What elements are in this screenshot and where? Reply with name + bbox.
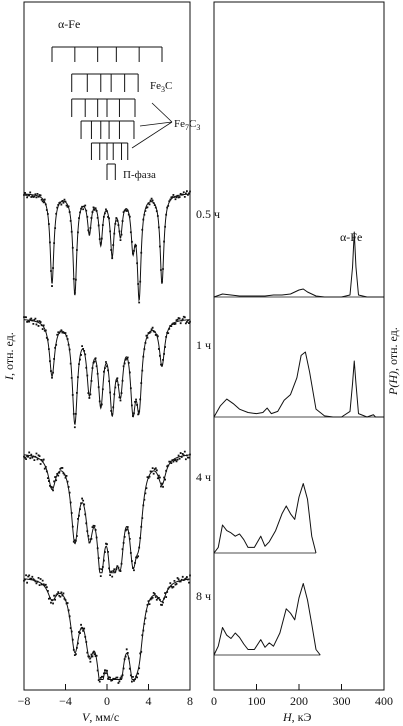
distribution-1-curve xyxy=(213,231,384,298)
phase-stick-diagram xyxy=(51,46,163,180)
distribution-4 xyxy=(213,583,321,656)
spectrum-1-fit xyxy=(23,193,191,302)
fe7c3-phase-label: Fe7C3 xyxy=(174,118,200,132)
spectrum-1 xyxy=(23,190,191,304)
spectrum-2-points xyxy=(23,315,191,429)
distribution-3-curve xyxy=(213,483,317,554)
fe3c-phase-label: Fe3C xyxy=(150,80,172,94)
spectrum-1-points xyxy=(23,190,191,304)
distribution-3 xyxy=(213,483,317,554)
velocity-tick-label-2: −4 xyxy=(59,694,72,708)
time-labels: 0.5 ч 1 ч 4 ч 8 ч xyxy=(196,207,220,603)
time-label-4: 8 ч xyxy=(196,589,211,603)
p-phase-label: П-фаза xyxy=(123,169,156,181)
velocity-tick-label-4: 4 xyxy=(146,694,152,708)
spectrum-3-points xyxy=(23,450,191,578)
spectrum-3 xyxy=(23,450,191,578)
mossbauer-spectra xyxy=(23,190,191,684)
time-label-3: 4 ч xyxy=(196,470,211,484)
spectrum-3-fit xyxy=(23,454,191,574)
distribution-axis-title: P(H), отн. ед. xyxy=(386,327,400,396)
velocity-tick-label-3: 0 xyxy=(104,694,110,708)
field-tick-label-3: 200 xyxy=(290,694,308,708)
spectrum-4-points xyxy=(23,574,191,684)
velocity-tick-label-5: 8 xyxy=(187,694,193,708)
alpha-fe-peak-label: α-Fe xyxy=(340,230,362,244)
velocity-tick-label-1: −8 xyxy=(18,694,31,708)
field-axis-title: H, кЭ xyxy=(282,710,312,724)
alpha-fe-phase-label: α-Fe xyxy=(58,17,80,31)
spectrum-4 xyxy=(23,574,191,684)
right-panel-frame xyxy=(213,1,385,691)
time-label-1: 0.5 ч xyxy=(196,207,220,221)
field-distributions xyxy=(213,231,384,656)
time-label-2: 1 ч xyxy=(196,338,211,352)
fe7c3-leader-3 xyxy=(131,121,173,149)
distribution-4-curve xyxy=(213,583,321,656)
velocity-axis-title: V, мм/с xyxy=(82,710,119,724)
distribution-2 xyxy=(213,351,384,418)
velocity-axis: −8 −4 0 4 8 xyxy=(18,684,193,708)
fe7c3-leader-lines xyxy=(131,102,173,149)
spectrum-2 xyxy=(23,315,191,429)
intensity-axis-title: I, отн. ед. xyxy=(2,332,16,381)
spectrum-2-fit xyxy=(23,319,191,425)
field-tick-label-2: 100 xyxy=(248,694,266,708)
field-tick-label-4: 300 xyxy=(333,694,351,708)
distribution-1 xyxy=(213,231,384,298)
fe7c3-leader-2 xyxy=(139,121,173,127)
distribution-2-curve xyxy=(213,351,384,418)
field-tick-label-5: 400 xyxy=(375,694,393,708)
fe7c3-leader-1 xyxy=(151,102,173,123)
right-panel xyxy=(213,1,385,691)
field-axis: 0 100 200 300 400 xyxy=(211,684,393,708)
field-tick-label-1: 0 xyxy=(211,694,217,708)
